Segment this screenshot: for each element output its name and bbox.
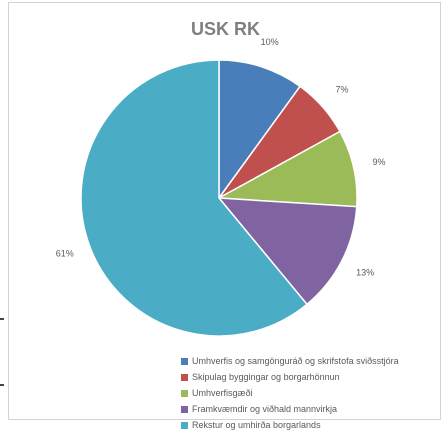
legend-label: Skipulag byggingar og borgarhönnun	[192, 372, 340, 382]
edge-marker	[0, 318, 4, 320]
legend-item: Skipulag byggingar og borgarhönnun	[181, 369, 399, 385]
legend-swatch	[181, 389, 188, 397]
slice-label: 13%	[356, 267, 374, 277]
edge-marker	[0, 384, 4, 386]
legend-item: Umhverfis og samgönguráð og skrifstofa s…	[181, 353, 399, 369]
legend: Umhverfis og samgönguráð og skrifstofa s…	[181, 353, 399, 433]
legend-label: Umhverfisgæði	[192, 388, 253, 398]
slice-label: 7%	[336, 85, 349, 95]
slice-label: 10%	[261, 37, 279, 47]
pie-slice	[218, 59, 302, 201]
legend-item: Framkvæmdir og viðhald mannvirkja	[181, 401, 399, 417]
pie-slice	[217, 197, 358, 306]
slice-label: 61%	[56, 249, 74, 259]
legend-item: Umhverfisgæði	[181, 385, 399, 401]
pie-chart: 10% 7% 9% 13% 61%	[56, 37, 386, 337]
legend-label: Framkvæmdir og viðhald mannvirkja	[192, 404, 338, 414]
legend-swatch	[181, 405, 188, 413]
pie-slice	[80, 59, 309, 337]
slice-label: 9%	[373, 157, 386, 167]
chart-title: USK RK	[190, 19, 260, 39]
chart-frame: USK RK 10% 7% 9% 13% 61% Umhverfis og samgön…	[8, 2, 441, 430]
legend-swatch	[181, 373, 188, 381]
legend-label: Umhverfis og samgönguráð og skrifstofa s…	[192, 356, 399, 366]
legend-item: Rekstur og umhirða borgarlands	[181, 417, 399, 433]
legend-label: Rekstur og umhirða borgarlands	[192, 420, 321, 430]
legend-swatch	[181, 357, 188, 365]
